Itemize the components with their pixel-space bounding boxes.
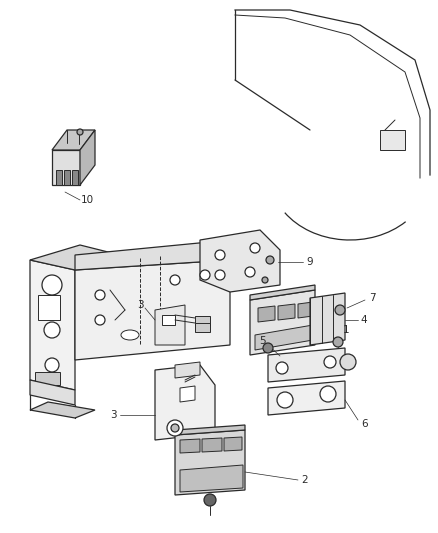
Polygon shape xyxy=(224,437,242,451)
Polygon shape xyxy=(30,260,75,390)
Circle shape xyxy=(277,392,293,408)
Polygon shape xyxy=(180,386,195,402)
Text: 8: 8 xyxy=(347,360,353,370)
Polygon shape xyxy=(250,290,315,355)
Text: 7: 7 xyxy=(369,293,375,303)
Polygon shape xyxy=(72,170,78,185)
Polygon shape xyxy=(155,305,185,345)
Circle shape xyxy=(44,322,60,338)
Text: 3: 3 xyxy=(137,300,143,310)
Circle shape xyxy=(200,270,210,280)
Polygon shape xyxy=(268,348,345,382)
Polygon shape xyxy=(162,315,175,325)
Circle shape xyxy=(250,243,260,253)
Circle shape xyxy=(95,315,105,325)
Polygon shape xyxy=(75,260,230,360)
Text: 9: 9 xyxy=(307,257,313,267)
Polygon shape xyxy=(175,362,200,378)
Polygon shape xyxy=(380,130,405,150)
Circle shape xyxy=(215,250,225,260)
Polygon shape xyxy=(30,380,75,405)
Circle shape xyxy=(170,275,180,285)
Text: 5: 5 xyxy=(259,336,265,346)
Circle shape xyxy=(262,277,268,283)
Circle shape xyxy=(263,343,273,353)
Polygon shape xyxy=(64,170,70,185)
Circle shape xyxy=(77,129,83,135)
Text: 3: 3 xyxy=(110,410,117,420)
Polygon shape xyxy=(52,130,95,150)
Circle shape xyxy=(245,267,255,277)
Circle shape xyxy=(95,290,105,300)
Polygon shape xyxy=(258,306,275,322)
Text: 4: 4 xyxy=(360,315,367,325)
Polygon shape xyxy=(30,402,95,418)
Circle shape xyxy=(320,386,336,402)
Ellipse shape xyxy=(121,330,139,340)
Circle shape xyxy=(276,362,288,374)
Circle shape xyxy=(215,270,225,280)
Polygon shape xyxy=(180,465,243,492)
Polygon shape xyxy=(298,302,313,318)
Polygon shape xyxy=(30,245,120,270)
Circle shape xyxy=(171,424,179,432)
Circle shape xyxy=(324,356,336,368)
Circle shape xyxy=(167,420,183,436)
Polygon shape xyxy=(250,285,315,300)
Polygon shape xyxy=(52,150,80,185)
Polygon shape xyxy=(80,130,95,185)
Text: 10: 10 xyxy=(81,195,94,205)
Polygon shape xyxy=(180,439,200,453)
Polygon shape xyxy=(200,230,280,292)
Polygon shape xyxy=(56,170,62,185)
Polygon shape xyxy=(35,372,60,385)
Circle shape xyxy=(45,358,59,372)
Polygon shape xyxy=(310,293,345,345)
Polygon shape xyxy=(202,438,222,452)
Circle shape xyxy=(42,275,62,295)
Circle shape xyxy=(333,337,343,347)
Polygon shape xyxy=(255,325,313,350)
Circle shape xyxy=(266,256,274,264)
Polygon shape xyxy=(155,365,215,440)
Text: 1: 1 xyxy=(343,325,350,335)
Polygon shape xyxy=(278,304,295,320)
Circle shape xyxy=(335,305,345,315)
Text: 6: 6 xyxy=(362,419,368,429)
Polygon shape xyxy=(75,240,230,270)
Polygon shape xyxy=(38,295,60,320)
Polygon shape xyxy=(195,316,210,325)
Polygon shape xyxy=(195,323,210,332)
Polygon shape xyxy=(268,381,345,415)
Polygon shape xyxy=(175,430,245,495)
Circle shape xyxy=(204,494,216,506)
Text: 2: 2 xyxy=(302,475,308,485)
Polygon shape xyxy=(175,425,245,435)
Circle shape xyxy=(340,354,356,370)
